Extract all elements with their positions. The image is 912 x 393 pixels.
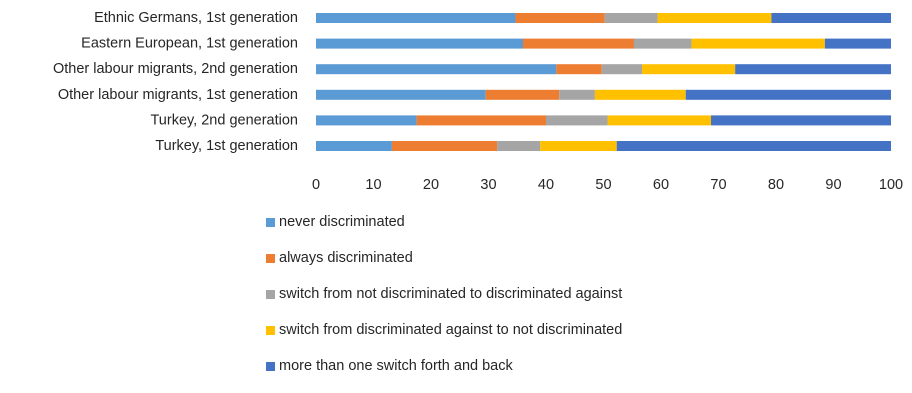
x-tick-label: 0 bbox=[312, 177, 320, 193]
bar-segment bbox=[556, 64, 602, 75]
x-tick-label: 10 bbox=[365, 177, 381, 193]
bar-segment bbox=[685, 89, 891, 100]
bar-segment bbox=[515, 13, 605, 23]
bar-segment bbox=[607, 115, 712, 126]
bar-segment bbox=[523, 38, 634, 49]
bar-segment bbox=[316, 89, 486, 100]
legend-label: switch from discriminated against to not… bbox=[279, 322, 623, 338]
legend-swatch bbox=[266, 361, 275, 371]
bar-segment bbox=[546, 115, 608, 126]
x-tick-label: 20 bbox=[423, 177, 439, 193]
x-tick-label: 70 bbox=[710, 177, 726, 193]
x-tick-label: 100 bbox=[879, 177, 903, 193]
legend-item: more than one switch forth and back bbox=[266, 357, 622, 375]
x-axis-tick-labels: 0 10 20 30 40 50 60 70 80 90 100 bbox=[312, 177, 903, 193]
bar-segment bbox=[657, 13, 772, 23]
x-tick-label: 60 bbox=[653, 177, 669, 193]
bar-segment bbox=[316, 13, 516, 23]
bar-segment bbox=[824, 38, 891, 49]
bar-segment bbox=[604, 13, 658, 23]
bar-segment bbox=[642, 64, 736, 75]
legend-item: always discriminated bbox=[266, 249, 622, 267]
bar-segment bbox=[616, 141, 891, 151]
category-label: Other labour migrants, 1st generation bbox=[58, 87, 298, 103]
x-tick-label: 90 bbox=[825, 177, 841, 193]
bar-segment bbox=[316, 115, 417, 126]
category-label: Turkey, 1st generation bbox=[155, 138, 298, 154]
legend-label: never discriminated bbox=[279, 214, 405, 230]
bar-segment bbox=[633, 38, 692, 49]
legend-item: never discriminated bbox=[266, 213, 622, 231]
bars-group bbox=[316, 13, 891, 151]
legend: never discriminated always discriminated s… bbox=[266, 213, 622, 393]
legend-label: switch from not discriminated to discrim… bbox=[279, 286, 623, 302]
bar-segment bbox=[316, 141, 392, 151]
legend-item: switch from not discriminated to discrim… bbox=[266, 285, 622, 303]
bar-segment bbox=[391, 141, 498, 151]
category-labels: Ethnic Germans, 1st generation Eastern Eu… bbox=[53, 10, 298, 154]
x-tick-label: 80 bbox=[768, 177, 784, 193]
bar-segment bbox=[416, 115, 546, 126]
category-label: Eastern European, 1st generation bbox=[81, 36, 298, 52]
legend-swatch bbox=[266, 217, 275, 227]
bar-segment bbox=[594, 89, 686, 100]
bar-segment bbox=[540, 141, 617, 151]
bar-segment bbox=[771, 13, 891, 23]
category-label: Other labour migrants, 2nd generation bbox=[53, 61, 298, 77]
bar-segment bbox=[601, 64, 643, 75]
x-tick-label: 50 bbox=[595, 177, 611, 193]
bar-segment bbox=[735, 64, 891, 75]
legend-swatch bbox=[266, 253, 275, 263]
bar-segment bbox=[497, 141, 541, 151]
bar-segment bbox=[559, 89, 595, 100]
legend-item: switch from discriminated against to not… bbox=[266, 321, 622, 339]
bar-segment bbox=[485, 89, 560, 100]
x-tick-label: 30 bbox=[480, 177, 496, 193]
legend-label: always discriminated bbox=[279, 250, 413, 266]
bar-segment bbox=[691, 38, 825, 49]
legend-swatch bbox=[266, 289, 275, 299]
category-label: Turkey, 2nd generation bbox=[150, 112, 298, 128]
bar-segment bbox=[316, 64, 557, 75]
legend-label: more than one switch forth and back bbox=[279, 358, 513, 374]
bar-segment bbox=[316, 38, 523, 49]
x-tick-label: 40 bbox=[538, 177, 554, 193]
category-label: Ethnic Germans, 1st generation bbox=[94, 10, 298, 26]
legend-swatch bbox=[266, 325, 275, 335]
bar-segment bbox=[711, 115, 891, 126]
stacked-bar-chart: Ethnic Germans, 1st generation Eastern Eu… bbox=[53, 10, 903, 193]
